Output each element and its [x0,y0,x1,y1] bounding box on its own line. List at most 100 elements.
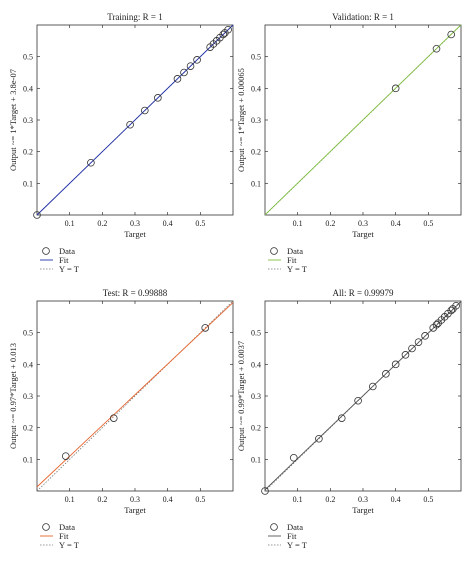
data-point [224,25,232,34]
x-tick-label: 0.1 [65,219,75,228]
legend-data-label: Data [287,522,303,532]
y-tick-label: 0.1 [23,455,33,464]
data-point [408,344,416,353]
data-point [61,452,70,460]
data-point [201,324,210,332]
x-tick-label: 0.2 [325,495,335,504]
data-point [432,320,441,329]
y-tick-label: 0.2 [23,148,33,157]
legend-identity-label: Y = T [59,264,80,274]
x-tick-label: 0.3 [130,219,140,228]
y-tick-label: 0.2 [23,424,33,433]
data-point [447,30,456,39]
legend-data-marker [270,523,278,531]
legend-data-marker [42,247,50,255]
data-point [87,158,95,167]
legend-data-marker [270,247,278,255]
legend-fit-label: Fit [287,531,297,541]
data-point [219,30,228,39]
data-point [180,68,188,77]
x-axis-label: Target [352,229,374,239]
data-point [173,75,182,83]
y-tick-label: 0.2 [251,148,261,157]
x-tick-label: 0.3 [130,495,140,504]
identity-line [36,300,234,492]
x-tick-label: 0.2 [325,219,335,228]
y-tick-label: 0.4 [251,360,261,369]
data-point [289,453,298,462]
data-point [315,434,323,443]
x-tick-label: 0.2 [97,495,107,504]
legend-data-label: Data [59,246,75,256]
y-tick-label: 0.4 [251,84,261,93]
data-point [414,338,423,346]
x-tick-label: 0.2 [97,219,107,228]
y-tick-label: 0.1 [23,179,33,188]
x-tick-label: 0.5 [195,495,205,504]
x-axis-label: Target [124,229,146,239]
fit-line [264,301,462,491]
y-tick-label: 0.1 [251,455,261,464]
data-point [193,56,201,64]
x-tick-label: 0.5 [423,495,433,504]
x-tick-label: 0.4 [163,219,173,228]
chart-title: Training: R = 1 [107,12,163,22]
y-tick-label: 0.3 [251,392,261,401]
x-tick-label: 0.4 [391,219,401,228]
chart-title: Validation: R = 1 [332,12,394,22]
x-axis-label: Target [352,505,374,515]
data-point [432,44,441,53]
y-tick-label: 0.5 [251,329,261,338]
legend-fit-label: Fit [59,531,69,541]
legend-identity-label: Y = T [59,540,80,550]
y-tick-label: 0.4 [23,360,33,369]
x-tick-label: 0.1 [65,495,75,504]
y-tick-label: 0.5 [251,53,261,62]
data-point [368,382,377,391]
legend-data-marker [42,523,50,531]
fit-line [36,302,234,488]
x-axis-label: Target [124,505,146,515]
data-point [154,94,162,102]
x-tick-label: 0.1 [293,495,303,504]
data-point [391,84,400,93]
data-point [354,396,362,405]
y-axis-label: Output ~= 1*Target + 0.00065 [236,68,246,172]
x-tick-label: 0.1 [293,219,303,228]
fit-line [264,24,462,216]
y-tick-label: 0.3 [23,116,33,125]
legend-identity-label: Y = T [287,264,308,274]
x-tick-label: 0.5 [423,219,433,228]
data-point [447,306,456,315]
legend-data-label: Data [59,522,75,532]
data-point [452,301,460,310]
data-point [401,351,410,359]
data-point [186,62,195,70]
legend-fit-label: Fit [287,255,297,265]
y-tick-label: 0.5 [23,329,33,338]
data-point [109,414,118,422]
chart-title: All: R = 0.99979 [332,288,394,298]
y-tick-label: 0.3 [251,116,261,125]
legend-identity-label: Y = T [287,540,308,550]
y-tick-label: 0.5 [23,53,33,62]
y-axis-label: Output ~= 0.99*Target + 0.0037 [236,341,246,451]
y-tick-label: 0.2 [251,424,261,433]
y-tick-label: 0.1 [251,179,261,188]
y-tick-label: 0.4 [23,84,33,93]
data-point [126,120,134,129]
x-tick-label: 0.3 [358,495,368,504]
x-tick-label: 0.5 [195,219,205,228]
data-point [33,211,41,219]
legend-data-label: Data [287,246,303,256]
chart-title: Test: R = 0.99888 [103,288,168,298]
data-point [391,360,400,369]
y-axis-label: Output ~= 1*Target + 3.8e-07 [8,69,18,171]
fit-line [36,24,234,216]
x-tick-label: 0.4 [391,495,401,504]
x-tick-label: 0.3 [358,219,368,228]
y-axis-label: Output ~= 0.97*Target + 0.013 [8,343,18,449]
data-point [141,106,149,115]
data-point [382,370,390,378]
